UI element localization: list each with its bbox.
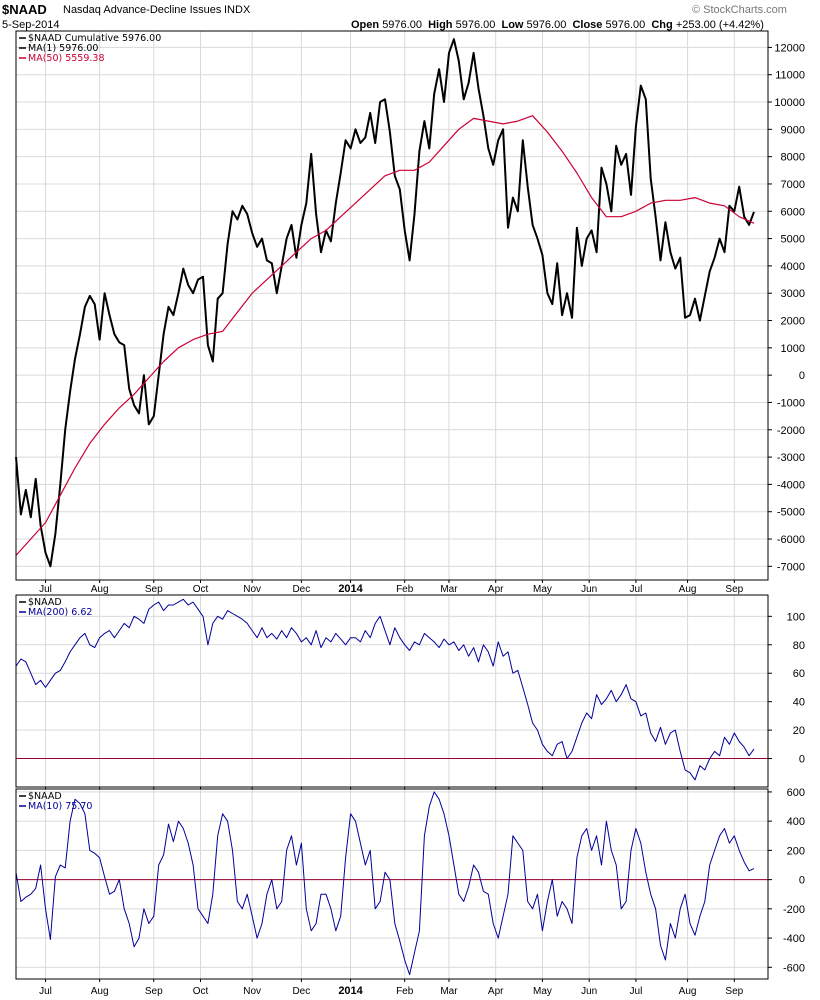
series-line-ma-10-: [15, 791, 755, 976]
series-line-ma-50-: [15, 115, 755, 556]
x-tick-label: Feb: [396, 584, 414, 595]
series-line--naad-cumulative: [15, 38, 755, 568]
x-tick-label: 2014: [338, 985, 363, 997]
chart-exchange: INDX: [224, 4, 251, 16]
x-tick-label: Jul: [630, 986, 643, 997]
y-tick-label: -5000: [777, 507, 805, 519]
y-tick-label: -6000: [777, 534, 805, 546]
y-tick-label: 80: [793, 640, 805, 652]
y-tick-label: 100: [787, 611, 805, 623]
x-tick-label: Mar: [440, 986, 458, 997]
y-tick-label: 9000: [781, 124, 805, 136]
x-tick-label: Sep: [145, 584, 163, 595]
legend-label: $NAAD: [28, 597, 62, 608]
x-tick-label: Mar: [440, 584, 458, 595]
low-value: 5976.00: [526, 19, 567, 31]
x-tick-label: Aug: [91, 986, 109, 997]
x-tick-label: Nov: [243, 584, 261, 595]
chart-name: Nasdaq Advance-Decline Issues: [63, 4, 222, 16]
y-tick-label: -2000: [777, 425, 805, 437]
x-tick-label: 2014: [338, 583, 363, 595]
open-value: 5976.00: [382, 19, 422, 31]
y-tick-label: -7000: [777, 561, 805, 573]
high-value: 5976.00: [455, 19, 496, 31]
x-tick-label: Aug: [679, 986, 697, 997]
y-tick-label: 12000: [774, 42, 805, 54]
x-tick-label: Nov: [243, 986, 261, 997]
panel-frame: [15, 30, 769, 581]
x-tick-label: May: [533, 986, 552, 997]
x-tick-label: Sep: [145, 986, 163, 997]
y-tick-label: -3000: [777, 452, 805, 464]
y-tick-label: 3000: [781, 288, 805, 300]
y-tick-label: -600: [783, 962, 805, 974]
low-label: Low: [501, 19, 524, 31]
x-tick-label: Jun: [581, 986, 597, 997]
chart-symbol: $NAAD: [2, 2, 47, 17]
x-tick-label: Oct: [193, 986, 209, 997]
x-tick-label: Sep: [725, 986, 743, 997]
y-tick-label: 7000: [781, 179, 805, 191]
y-tick-label: 60: [793, 668, 805, 680]
chg-label: Chg: [651, 19, 673, 31]
y-tick-label: -200: [783, 904, 805, 916]
y-tick-label: 6000: [781, 206, 805, 218]
y-tick-label: 0: [799, 754, 805, 766]
y-tick-label: 0: [799, 370, 805, 382]
y-tick-label: 400: [787, 816, 805, 828]
x-tick-label: Jul: [39, 986, 52, 997]
x-tick-label: Jun: [581, 584, 597, 595]
y-tick-label: 4000: [781, 261, 805, 273]
y-tick-label: -400: [783, 933, 805, 945]
legend-label: $NAAD Cumulative 5976.00: [28, 33, 161, 44]
panel-frame: [15, 788, 769, 980]
y-tick-label: 600: [787, 787, 805, 799]
x-tick-label: May: [533, 584, 552, 595]
panel-1: 1200011000100009000800070006000500040003…: [15, 30, 805, 595]
brand-link[interactable]: © StockCharts.com: [692, 4, 787, 16]
y-tick-label: 10000: [774, 97, 805, 109]
legend-label: MA(200) 6.62: [28, 607, 92, 618]
y-tick-label: 20: [793, 725, 805, 737]
x-tick-label: Dec: [292, 986, 310, 997]
series-line-ma-200-: [15, 598, 755, 781]
x-tick-label: Oct: [193, 584, 209, 595]
legend-label: MA(50) 5559.38: [28, 53, 105, 64]
x-tick-label: Feb: [396, 986, 414, 997]
legend-label: MA(1) 5976.00: [28, 43, 98, 54]
y-tick-label: 8000: [781, 152, 805, 164]
y-tick-label: 11000: [775, 70, 805, 82]
x-tick-label: Jul: [630, 584, 643, 595]
x-tick-label: Sep: [725, 584, 743, 595]
y-tick-label: -4000: [777, 479, 805, 491]
x-tick-label: Aug: [679, 584, 697, 595]
y-tick-label: 40: [793, 697, 805, 709]
x-tick-label: Dec: [292, 584, 310, 595]
y-tick-label: 2000: [781, 316, 805, 328]
open-label: Open: [351, 19, 380, 31]
x-tick-label: Jul: [39, 584, 52, 595]
x-tick-label: Apr: [488, 986, 504, 997]
y-tick-label: -1000: [777, 397, 805, 409]
high-label: High: [428, 19, 453, 31]
chart-date: 5-Sep-2014: [2, 19, 60, 31]
y-tick-label: 5000: [781, 234, 805, 246]
panel-frame: [15, 594, 769, 788]
y-tick-label: 200: [787, 845, 805, 857]
chg-value: +253.00 (+4.42%): [675, 19, 764, 31]
close-value: 5976.00: [605, 19, 646, 31]
y-tick-label: 1000: [781, 343, 805, 355]
x-tick-label: Apr: [488, 584, 504, 595]
legend-label: MA(10) 75.70: [28, 801, 92, 812]
y-tick-label: 0: [799, 875, 805, 887]
close-label: Close: [572, 19, 603, 31]
x-tick-label: Aug: [91, 584, 109, 595]
legend-label: $NAAD: [28, 791, 62, 802]
ohlc-summary: Open 5976.00 High 5976.00 Low 5976.00 Cl…: [351, 19, 764, 31]
